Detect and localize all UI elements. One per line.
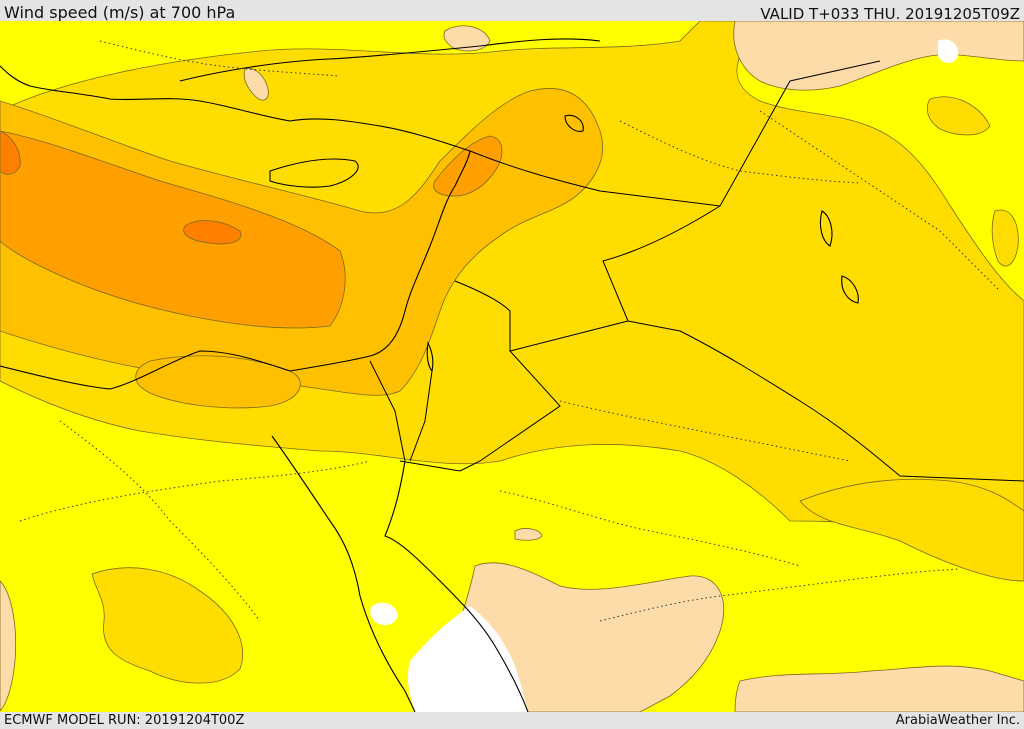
wind-band-lowest-blob	[370, 602, 398, 626]
wind-band-lowest-caspian	[938, 39, 959, 64]
border-jordan-israel	[409, 370, 433, 462]
wind-band-high-egypt	[135, 355, 301, 409]
wind-band-low-ne	[733, 21, 1024, 91]
wind-band-low-west	[0, 580, 16, 712]
model-run-label: ECMWF MODEL RUN: 20191204T00Z	[4, 713, 245, 728]
coastline-lake-van	[564, 114, 584, 132]
admin-boundary-1	[19, 460, 371, 522]
wind-band-higher-levant	[433, 135, 503, 197]
valid-time: VALID T+033 THU. 20191205T09Z	[760, 5, 1020, 23]
coastline-cyprus	[269, 158, 359, 188]
border-egypt-israel	[369, 360, 406, 462]
header-bar: Wind speed (m/s) at 700 hPa VALID T+033 …	[0, 0, 1024, 23]
map-canvas	[0, 21, 1024, 712]
footer-bar: ECMWF MODEL RUN: 20191204T00Z ArabiaWeat…	[0, 712, 1024, 729]
wind-band-max-west	[0, 130, 21, 175]
wind-band-low-anatolia	[443, 25, 491, 52]
wind-speed-map	[0, 21, 1024, 712]
admin-boundary-8	[619, 120, 861, 184]
admin-boundary-4	[499, 490, 801, 567]
coastline-anatolia	[0, 65, 471, 152]
coastline-lake-tharthar	[819, 210, 833, 247]
wind-band-mid	[0, 21, 1024, 582]
border-jordan-saudi	[459, 320, 629, 472]
wind-band-mid-iraq	[926, 96, 991, 136]
wind-band-low-small-1	[243, 68, 269, 101]
coastline-lake-razzaza	[841, 275, 859, 304]
wind-band-mid-se	[799, 478, 1024, 582]
coastline-red-sea-east	[384, 460, 529, 712]
admin-boundary-2	[59, 420, 261, 622]
coastline-mediterranean	[0, 150, 471, 390]
coastline-black-sea	[179, 38, 601, 82]
map-title: Wind speed (m/s) at 700 hPa	[4, 3, 236, 22]
wind-band-lowest-red-sea	[407, 606, 528, 712]
admin-boundary-7	[99, 40, 341, 77]
border-saudi-east	[399, 460, 461, 472]
border-turkey-south	[469, 60, 881, 207]
wind-band-mid-sw	[91, 567, 243, 684]
wind-band-higher	[0, 130, 346, 329]
credit-label: ArabiaWeather Inc.	[895, 713, 1020, 728]
wind-band-mid-east	[991, 209, 1019, 267]
border-syria-iraq	[602, 205, 721, 322]
wind-band-max	[183, 220, 242, 245]
border-syria-jordan	[454, 280, 511, 351]
border-iraq-saudi	[627, 320, 1024, 482]
coastline-red-sea-west	[271, 435, 416, 712]
wind-band-low-se	[734, 665, 1024, 712]
wind-band-low-small-2	[514, 528, 543, 541]
admin-boundary-6	[599, 568, 961, 622]
